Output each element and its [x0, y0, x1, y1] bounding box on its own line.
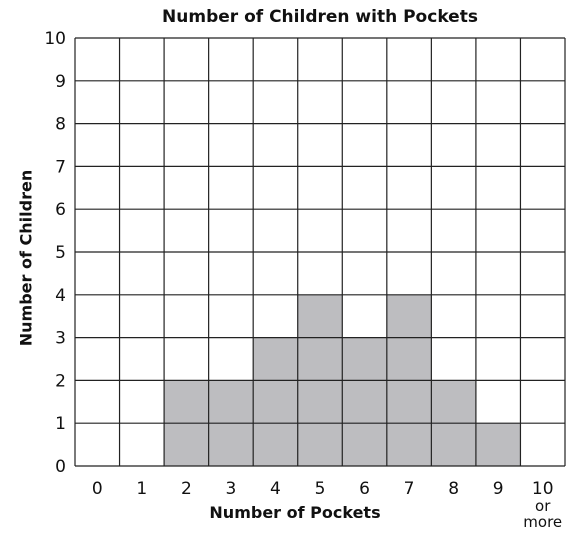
y-tick-label: 0	[55, 457, 66, 477]
x-tick-label: 9	[493, 479, 504, 499]
chart-title: Number of Children with Pockets	[162, 7, 478, 27]
x-tick-label: 6	[359, 479, 370, 499]
x-tick-label: 7	[404, 479, 415, 499]
y-tick-label: 5	[55, 243, 66, 263]
x-tick-label: 0	[92, 479, 103, 499]
bar-9	[475, 423, 521, 466]
y-tick-label: 8	[55, 115, 66, 135]
bar-6	[342, 337, 387, 466]
y-tick-label: 9	[55, 72, 66, 92]
grid-group	[74, 37, 566, 467]
y-ticks-group: 0 1 2 3 4 5 6 7 8 9 10	[44, 29, 66, 477]
x-tick-label: 10 or more	[523, 479, 562, 531]
x-tick-label: 2	[181, 479, 192, 499]
y-tick-label: 3	[55, 329, 66, 349]
x-ticks-group: 0 1 2 3 4 5 6 7 8 9 10 or more	[92, 479, 562, 531]
y-tick-label: 2	[55, 371, 66, 391]
x-tick-label: 8	[448, 479, 459, 499]
y-tick-label: 6	[55, 200, 66, 220]
y-tick-label: 1	[55, 414, 66, 434]
x-tick-label: 5	[315, 479, 326, 499]
x-tick-label: 4	[270, 479, 281, 499]
y-tick-label: 4	[55, 286, 66, 306]
y-tick-label: 7	[55, 157, 66, 177]
x-tick-label: 3	[225, 479, 236, 499]
x-tick-label: 1	[136, 479, 147, 499]
y-tick-label: 10	[44, 29, 66, 49]
bar-4	[253, 337, 298, 466]
x-axis-label: Number of Pockets	[209, 503, 381, 522]
